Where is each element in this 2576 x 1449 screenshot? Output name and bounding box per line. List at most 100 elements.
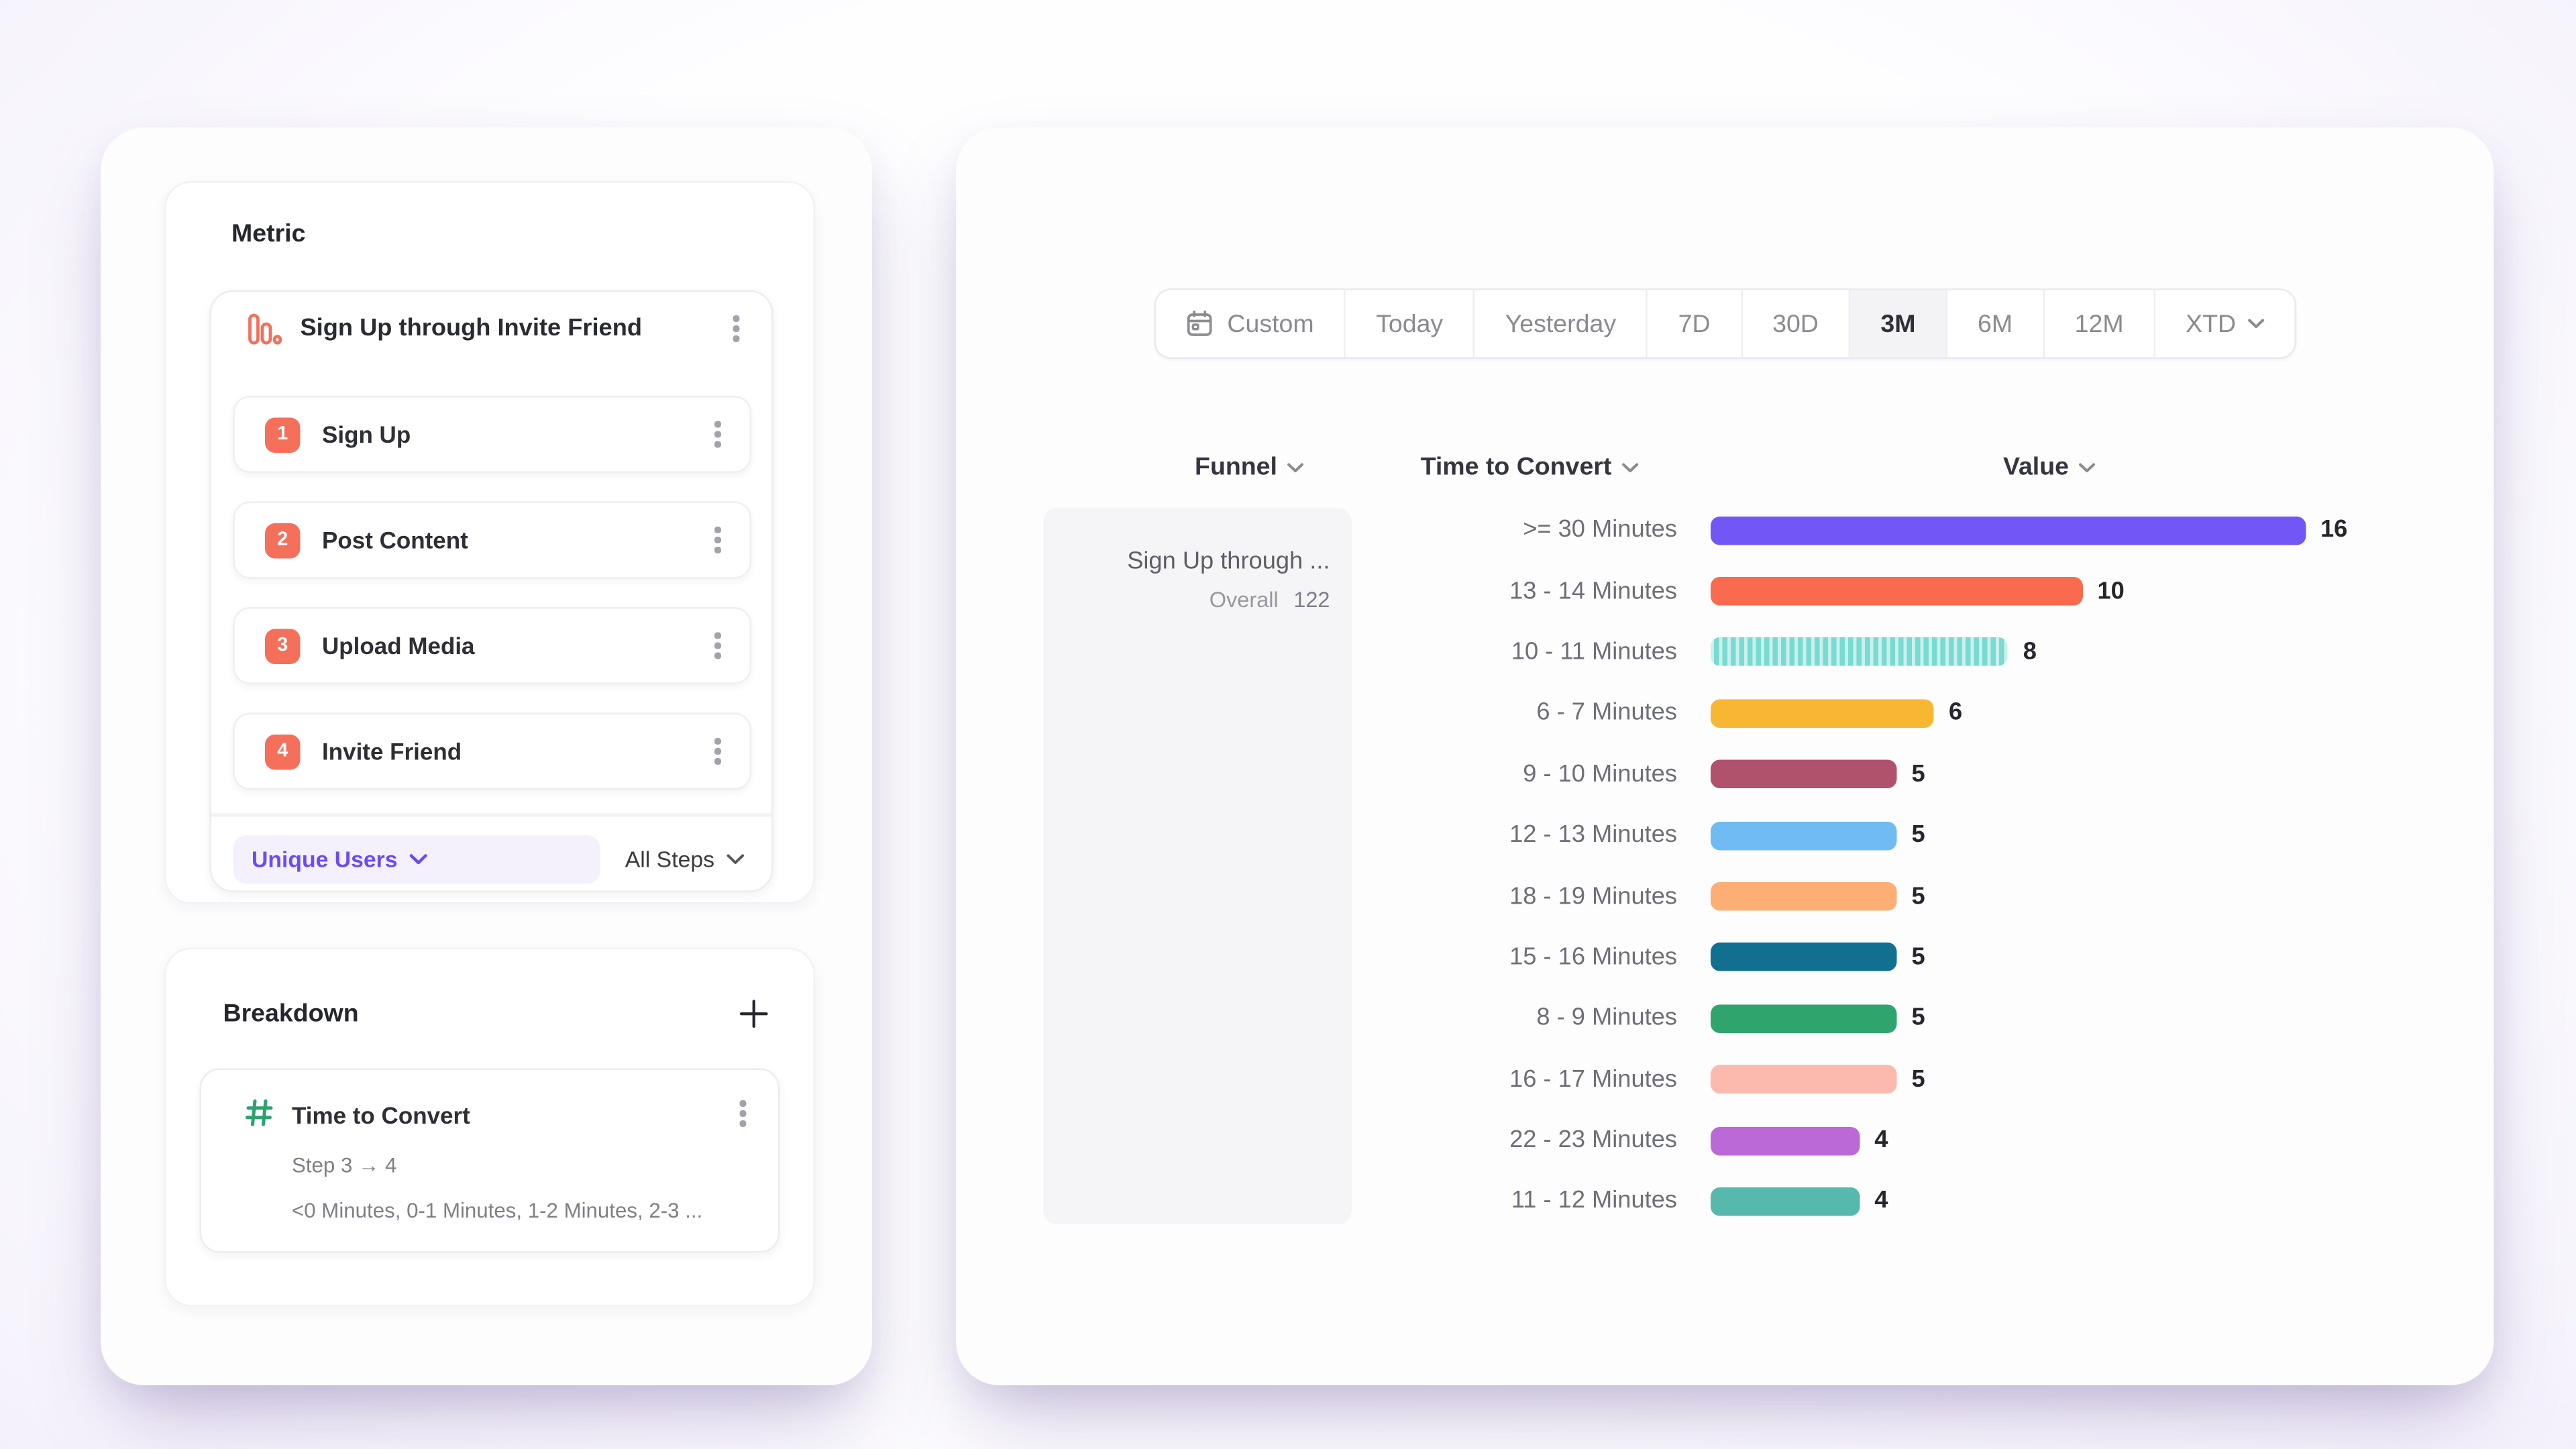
date-range-option-label: Custom — [1227, 309, 1314, 338]
bar-area: 4 — [1711, 1126, 1888, 1155]
chart-row: 15 - 16 Minutes 5 — [1352, 927, 2477, 988]
bar-segment[interactable] — [1711, 821, 1896, 850]
bar-value: 6 — [1949, 700, 1963, 727]
step-label: Invite Friend — [322, 738, 462, 765]
bar-segment[interactable] — [1711, 1004, 1896, 1033]
date-range-option-today[interactable]: Today — [1346, 290, 1475, 358]
value-column-dropdown[interactable]: Value — [2003, 453, 2096, 482]
bar-area: 4 — [1711, 1187, 1888, 1216]
bar-segment[interactable] — [1711, 943, 1896, 972]
bar-area: 5 — [1711, 760, 1925, 789]
date-range-option-yesterday[interactable]: Yesterday — [1475, 290, 1648, 358]
bar-area: 5 — [1711, 1004, 1925, 1033]
bucket-label: 13 - 14 Minutes — [1509, 578, 1677, 605]
bar-segment[interactable] — [1711, 577, 2082, 606]
breakdown-property-card[interactable]: Time to Convert Step 3 → 4 <0 Minutes, 0… — [199, 1068, 780, 1253]
date-range-option-custom[interactable]: Custom — [1155, 290, 1346, 358]
step-label: Upload Media — [322, 632, 475, 659]
bucket-label: 10 - 11 Minutes — [1511, 639, 1677, 666]
bucket-label: 9 - 10 Minutes — [1523, 761, 1677, 788]
date-range-option-12m[interactable]: 12M — [2045, 290, 2156, 358]
date-range-option-xtd[interactable]: XTD — [2155, 290, 2294, 358]
funnel-steps-list: 1 Sign Up 2 Post Content 3 Upload Media 4 Invit… — [233, 396, 751, 790]
bucket-label: 6 - 7 Minutes — [1536, 700, 1677, 727]
value-column-label: Value — [2002, 453, 2070, 482]
date-range-option-label: 7D — [1678, 309, 1711, 338]
funnel-step-card[interactable]: 2 Post Content — [233, 501, 751, 579]
chevron-down-icon — [1621, 462, 1638, 472]
funnel-chart-icon — [248, 313, 282, 345]
breakdown-section-card: Breakdown Time to Convert Step 3 → 4 <0 … — [164, 947, 815, 1307]
funnel-metric-title-row[interactable]: Sign Up through Invite Friend — [211, 292, 771, 366]
step-kebab-menu-icon[interactable] — [706, 629, 730, 663]
bucket-label: 15 - 16 Minutes — [1509, 944, 1677, 971]
step-kebab-menu-icon[interactable] — [706, 523, 730, 557]
bar-segment[interactable] — [1711, 638, 2008, 667]
bar-segment[interactable] — [1711, 516, 2306, 545]
bucket-label: 22 - 23 Minutes — [1509, 1127, 1677, 1155]
metric-section-card: Metric Sign Up through Invite Friend 1 Si… — [164, 181, 815, 904]
bar-area: 5 — [1711, 943, 1925, 972]
date-range-option-label: Yesterday — [1505, 309, 1617, 338]
metric-heading: Metric — [231, 219, 306, 249]
measurement-dropdown[interactable]: Unique Users — [233, 835, 600, 884]
chart-row: 22 - 23 Minutes 4 — [1352, 1110, 2477, 1171]
date-range-option-6m[interactable]: 6M — [1947, 290, 2045, 358]
funnel-group-title: Sign Up through ... — [1127, 548, 1330, 576]
date-range-option-7d[interactable]: 7D — [1648, 290, 1743, 358]
query-builder-panel: Metric Sign Up through Invite Friend 1 Si… — [101, 127, 872, 1385]
add-breakdown-button[interactable] — [737, 996, 770, 1030]
funnel-metric-card: Sign Up through Invite Friend 1 Sign Up 2 P… — [209, 290, 773, 892]
funnel-metric-name: Sign Up through Invite Friend — [300, 315, 642, 342]
bucket-label: 8 - 9 Minutes — [1536, 1005, 1677, 1032]
bar-value: 5 — [1911, 883, 1925, 910]
chart-row: 10 - 11 Minutes 8 — [1352, 622, 2477, 683]
bar-value: 5 — [1911, 1066, 1925, 1093]
breakdown-bar-chart: Sign Up through ... Overall 122 >= 30 Min… — [1043, 500, 2477, 1232]
date-range-option-label: 6M — [1978, 309, 2013, 338]
chevron-down-icon — [1287, 462, 1304, 472]
bar-segment[interactable] — [1711, 760, 1896, 789]
funnel-step-card[interactable]: 4 Invite Friend — [233, 712, 751, 790]
steps-scope-label: All Steps — [625, 847, 714, 873]
bar-segment[interactable] — [1711, 1065, 1896, 1094]
step-label: Sign Up — [322, 421, 411, 448]
bucket-label: 11 - 12 Minutes — [1511, 1188, 1677, 1216]
funnel-group-cell[interactable]: Sign Up through ... Overall 122 — [1043, 508, 1352, 1224]
bar-segment[interactable] — [1711, 699, 1934, 728]
bar-area: 8 — [1711, 638, 2037, 667]
bar-value: 4 — [1874, 1127, 1888, 1155]
funnel-group-overall: Overall 122 — [1060, 587, 1330, 612]
measurement-label: Unique Users — [252, 847, 398, 873]
step-kebab-menu-icon[interactable] — [706, 418, 730, 451]
date-range-option-label: 3M — [1880, 309, 1916, 338]
bar-segment[interactable] — [1711, 1187, 1860, 1216]
bar-value: 4 — [1874, 1188, 1888, 1216]
bar-value: 8 — [2023, 639, 2037, 666]
step-number-badge: 4 — [265, 733, 301, 769]
bar-rows: >= 30 Minutes 16 13 - 14 Minutes 10 10 - 11 … — [1352, 500, 2477, 1232]
funnel-step-card[interactable]: 1 Sign Up — [233, 396, 751, 473]
calendar-icon — [1185, 310, 1212, 337]
bar-area: 6 — [1711, 699, 1962, 728]
funnel-metric-kebab-menu-icon[interactable] — [724, 312, 748, 345]
breakdown-column-dropdown[interactable]: Time to Convert — [1421, 453, 1639, 482]
bar-value: 5 — [1911, 761, 1925, 788]
bucket-label: 18 - 19 Minutes — [1509, 883, 1677, 910]
bar-value: 5 — [1911, 822, 1925, 849]
breakdown-kebab-menu-icon[interactable] — [731, 1097, 755, 1130]
step-kebab-menu-icon[interactable] — [706, 735, 730, 768]
chart-row: 12 - 13 Minutes 5 — [1352, 805, 2477, 866]
bar-segment[interactable] — [1711, 882, 1896, 911]
chart-row: 8 - 9 Minutes 5 — [1352, 988, 2477, 1049]
steps-scope-dropdown[interactable]: All Steps — [625, 835, 745, 884]
chart-row: 13 - 14 Minutes 10 — [1352, 561, 2477, 622]
date-range-option-30d[interactable]: 30D — [1742, 290, 1851, 358]
funnel-step-card[interactable]: 3 Upload Media — [233, 607, 751, 684]
chart-row: 18 - 19 Minutes 5 — [1352, 866, 2477, 927]
date-range-option-3m[interactable]: 3M — [1850, 290, 1948, 358]
funnel-column-dropdown[interactable]: Funnel — [1195, 453, 1304, 482]
chevron-down-icon — [2248, 319, 2265, 329]
bar-segment[interactable] — [1711, 1126, 1860, 1155]
